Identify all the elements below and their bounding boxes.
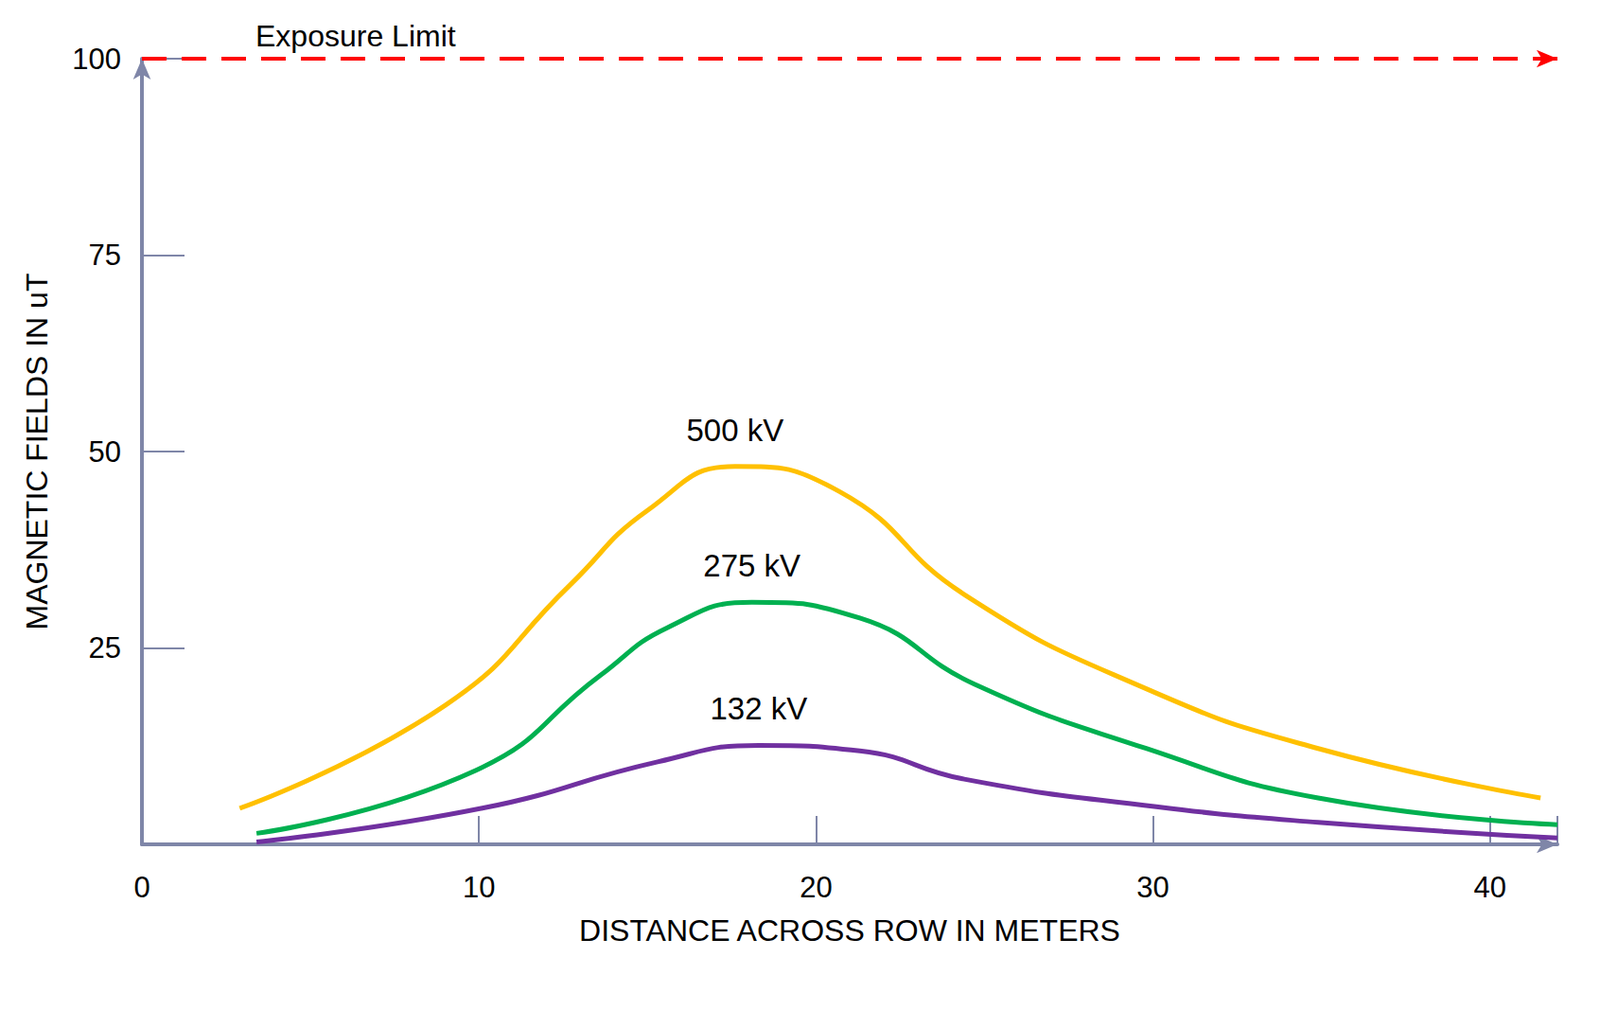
svg-text:50: 50 [88,435,122,469]
svg-text:Exposure Limit: Exposure Limit [255,18,457,53]
svg-text:0: 0 [133,870,150,904]
svg-text:500 kV: 500 kV [686,412,785,448]
svg-text:25: 25 [88,631,122,665]
svg-text:132 kV: 132 kV [709,690,808,726]
svg-text:10: 10 [462,870,495,904]
svg-text:MAGNETIC FIELDS IN uT: MAGNETIC FIELDS IN uT [19,273,54,631]
svg-text:20: 20 [799,870,832,904]
svg-text:275 kV: 275 kV [703,547,801,583]
svg-text:30: 30 [1136,870,1169,904]
svg-text:100: 100 [71,42,122,76]
svg-text:40: 40 [1474,870,1507,904]
svg-text:DISTANCE ACROSS ROW IN METERS: DISTANCE ACROSS ROW IN METERS [579,913,1121,948]
svg-text:75: 75 [88,238,122,272]
